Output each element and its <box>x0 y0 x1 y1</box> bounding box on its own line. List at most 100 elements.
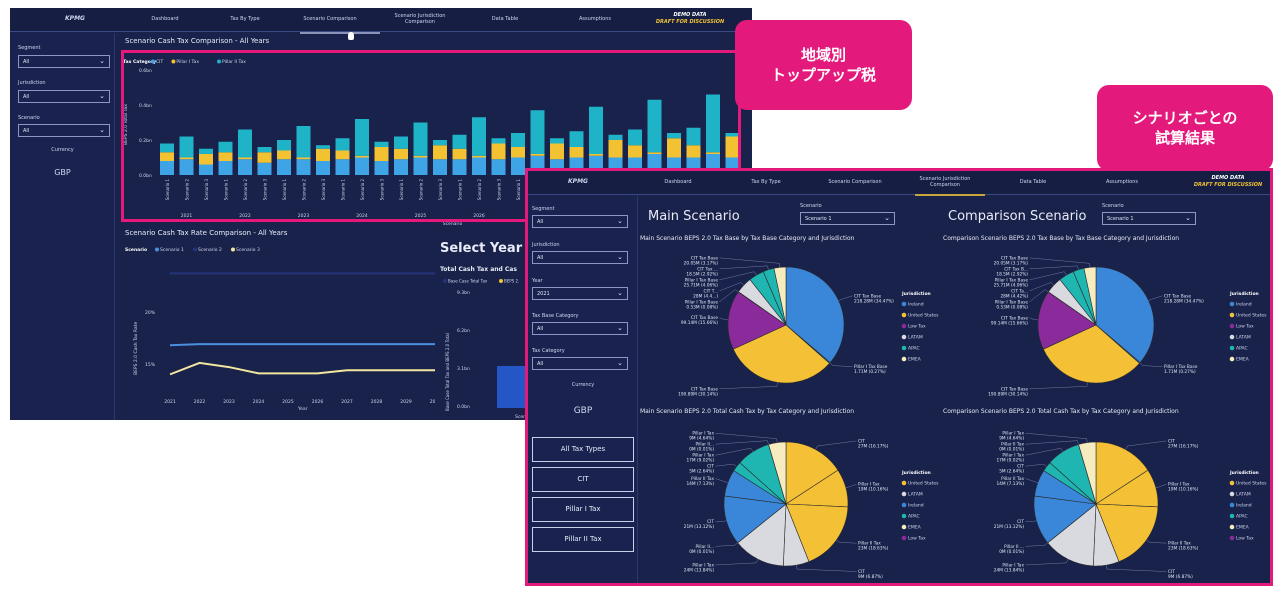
all-tax-types-button[interactable]: All Tax Types <box>532 437 634 462</box>
leader-line <box>715 447 754 456</box>
main-scenario-select[interactable]: Scenario 1 ⌄ <box>800 212 895 225</box>
nav-assumptions[interactable]: Assumptions <box>1105 179 1139 185</box>
pie-label: Pillar I Tax Base 0.53M (0.08%) <box>995 299 1029 310</box>
pie-label-name: CIT Tax B... <box>1004 266 1028 272</box>
leader-line <box>1029 317 1039 321</box>
pie-label-name: CIT Tax Base <box>691 315 719 321</box>
currency-value: GBP <box>573 406 593 416</box>
leader-line <box>829 362 853 367</box>
bar-segment <box>218 152 233 161</box>
nav-tax-by-type[interactable]: Tax By Type <box>751 179 781 185</box>
pie-label: Pillar II... 0M (0.01%) <box>689 544 714 555</box>
cit-button[interactable]: CIT <box>532 467 634 492</box>
leader-line <box>1029 257 1091 268</box>
leader-line <box>1029 289 1049 303</box>
bar-segment <box>296 157 311 160</box>
nav-scenario-comparison[interactable]: Scenario Comparison <box>828 179 882 185</box>
bar-segment <box>667 133 681 139</box>
segment-select[interactable]: All ⌄ <box>18 55 110 68</box>
legend-title: Jurisdiction <box>1229 291 1259 297</box>
legend-marker <box>901 513 907 519</box>
legend-marker <box>1229 513 1235 519</box>
x-tick-label: 2026 <box>312 399 324 405</box>
nav-data-table[interactable]: Data Table <box>491 16 519 22</box>
nav-dashboard[interactable]: Dashboard <box>151 16 179 22</box>
nav-scenario-comparison[interactable]: Scenario Comparison <box>303 16 357 22</box>
year-select[interactable]: 2021 ⌄ <box>532 287 628 300</box>
pie-label-name: CIT Tax Base <box>1001 386 1029 392</box>
y-axis-label: BEPS 2.0 Total Tax <box>123 104 129 145</box>
pie-label-name: CIT Tax ... <box>697 266 718 272</box>
nav-dashboard[interactable]: Dashboard <box>664 179 692 185</box>
nav-assumptions[interactable]: Assumptions <box>578 16 612 22</box>
legend-label: APAC <box>908 514 920 520</box>
bar-segment <box>335 150 350 160</box>
nav-scenario-jurisdiction[interactable]: Scenario Jurisdiction Comparison <box>394 13 446 25</box>
segment-select[interactable]: All ⌄ <box>532 215 628 228</box>
year-label: 2023 <box>298 213 310 219</box>
jurisdiction-select[interactable]: All ⌄ <box>18 90 110 103</box>
leader-line <box>1029 271 1067 281</box>
leader-line <box>715 463 737 467</box>
pie-slice <box>785 503 849 562</box>
chevron-down-icon: ⌄ <box>99 57 105 65</box>
tax-base-category-select[interactable]: All ⌄ <box>532 322 628 335</box>
pie-label-name: Pillar I Tax Base <box>995 277 1029 283</box>
pie-label: Pillar I Tax Base 25.71M (4.06%) <box>684 277 719 288</box>
y-tick-label: 0.4bn <box>139 103 152 109</box>
bar-segment <box>179 157 194 160</box>
pie-label-value: 19M (10.16%) <box>858 487 889 493</box>
pie-slice <box>1042 324 1140 384</box>
x-tick-label: Scenario 1 <box>224 179 229 201</box>
pie-label-value: 5M (2.64%) <box>999 469 1024 475</box>
pillar-2-tax-button[interactable]: Pillar II Tax <box>532 527 634 552</box>
pie-slice <box>785 441 839 505</box>
bar-segment <box>433 159 447 175</box>
pie-label-value: 25.71M (4.06%) <box>994 282 1029 288</box>
legend-marker <box>1229 312 1235 318</box>
highlight-frame <box>121 50 741 222</box>
pie-label: Pillar II Tax 0M (0.01%) <box>999 442 1024 453</box>
pie-label-name: CIT Tax Base <box>1164 293 1192 299</box>
legend-marker <box>1229 301 1235 307</box>
comparison-scenario-select[interactable]: Scenario 1 ⌄ <box>1102 212 1196 225</box>
pie-label-name: CIT T... <box>704 288 718 294</box>
bar-segment <box>374 141 389 147</box>
pie-label: CIT Tax ... 18.5M (2.92%) <box>686 266 718 277</box>
year-label: 2026 <box>473 213 485 219</box>
bar-segment <box>491 138 506 144</box>
pie-slice <box>1095 503 1159 562</box>
legend-marker <box>901 323 907 329</box>
pie-label-value: 21M (13.12%) <box>994 524 1025 530</box>
nav-tax-by-type[interactable]: Tax By Type <box>230 16 260 22</box>
main-tax-base-pie: CIT Tax Base 218.28M (34.47%)Pillar I Tax… <box>678 255 939 397</box>
legend-marker <box>151 59 155 64</box>
legend-label: LATAM <box>1236 335 1251 341</box>
pie-label-name: Pillar I Tax <box>858 482 880 488</box>
pie-label-value: 27M (16.17%) <box>858 443 889 449</box>
nav-data-table[interactable]: Data Table <box>1019 179 1047 185</box>
bar-segment <box>316 148 330 161</box>
bar-segment <box>550 138 564 144</box>
leader-line <box>719 257 781 268</box>
leader-line <box>719 271 757 281</box>
jurisdiction-select[interactable]: All ⌄ <box>532 251 628 264</box>
segment-label: Segment <box>18 45 41 51</box>
pie-label-value: 14M (7.13%) <box>686 481 714 487</box>
scenario-select[interactable]: All ⌄ <box>18 124 110 137</box>
pie-label: Pillar I Tax 19M (10.16%) <box>1168 482 1199 493</box>
nav-scenario-jurisdiction[interactable]: Scenario Jurisdiction Comparison <box>919 176 971 188</box>
pie-label-value: 17M (9.02%) <box>996 458 1024 464</box>
pie-label-value: 28M (4.4...) <box>693 293 718 299</box>
bar-segment <box>667 138 681 158</box>
bar-segment <box>413 122 428 156</box>
bar-segment <box>335 138 350 151</box>
scenario-label: Scenario <box>18 115 40 121</box>
jurisdiction-comparison-screenshot: KPMG Dashboard Tax By Type Scenario Comp… <box>525 168 1273 586</box>
bar-segment <box>335 159 350 175</box>
legend-label: Low Tax <box>1236 536 1254 542</box>
tax-base-category-value: All <box>537 326 544 332</box>
tax-category-select[interactable]: All ⌄ <box>532 357 628 370</box>
pillar-1-tax-button[interactable]: Pillar I Tax <box>532 497 634 522</box>
x-tick-label: Scenario 1 <box>458 179 463 201</box>
